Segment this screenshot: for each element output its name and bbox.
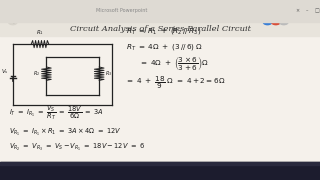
Bar — [0, 0, 320, 22]
Text: ×: × — [296, 8, 300, 13]
Bar — [0, 162, 320, 180]
Circle shape — [280, 20, 288, 25]
Circle shape — [263, 20, 272, 25]
Text: □: □ — [315, 8, 319, 13]
Bar — [0, 22, 320, 36]
Bar — [0, 162, 320, 165]
Text: $R_3$: $R_3$ — [105, 69, 112, 78]
Circle shape — [272, 20, 280, 25]
Bar — [0, 22, 320, 162]
Text: $R_T\ =\ 4\Omega\ +\ (3\,//\,6)\,\Omega$: $R_T\ =\ 4\Omega\ +\ (3\,//\,6)\,\Omega$ — [126, 42, 203, 52]
Text: $I_T\ =\ I_{R_1}\ =\ \dfrac{V_S}{R_T}\ =\ \dfrac{18V}{6\Omega}\ =\ 3A$: $I_T\ =\ I_{R_1}\ =\ \dfrac{V_S}{R_T}\ =… — [9, 103, 104, 122]
Text: $=\ 4\ +\ \dfrac{18}{9}\ \Omega\ =\ 4+2 = 6\,\Omega$: $=\ 4\ +\ \dfrac{18}{9}\ \Omega\ =\ 4+2 … — [125, 75, 226, 91]
Text: $=\ 4\Omega\ +\ \left(\dfrac{3\times6}{3+6}\right)\Omega$: $=\ 4\Omega\ +\ \left(\dfrac{3\times6}{3… — [139, 55, 209, 71]
Circle shape — [9, 20, 17, 25]
Text: $V_s$: $V_s$ — [1, 67, 9, 76]
Text: $R_1$: $R_1$ — [36, 28, 44, 37]
Text: Circuit Analysis of a Series-Parallel Circuit: Circuit Analysis of a Series-Parallel Ci… — [69, 25, 251, 33]
Text: –: – — [306, 8, 308, 13]
Text: $V_{R_1}\ =\ I_{R_1}\times R_1\ =\ 3A\times4\Omega\ =\ 12V$: $V_{R_1}\ =\ I_{R_1}\times R_1\ =\ 3A\ti… — [9, 127, 121, 138]
Text: ‹: ‹ — [12, 19, 14, 25]
Text: $V_{R_2}\ =\ V_{R_3}\ =\ V_S-V_{R_1}\ =\ 18V-12V\ =\ 6$: $V_{R_2}\ =\ V_{R_3}\ =\ V_S-V_{R_1}\ =\… — [9, 142, 145, 154]
Text: $R_2$: $R_2$ — [33, 69, 40, 78]
Text: $R_T\ =\ R_1\ +\ (R_2\,//\,R_3)$: $R_T\ =\ R_1\ +\ (R_2\,//\,R_3)$ — [126, 26, 202, 36]
Text: Microsoft Powerpoint: Microsoft Powerpoint — [96, 8, 148, 13]
